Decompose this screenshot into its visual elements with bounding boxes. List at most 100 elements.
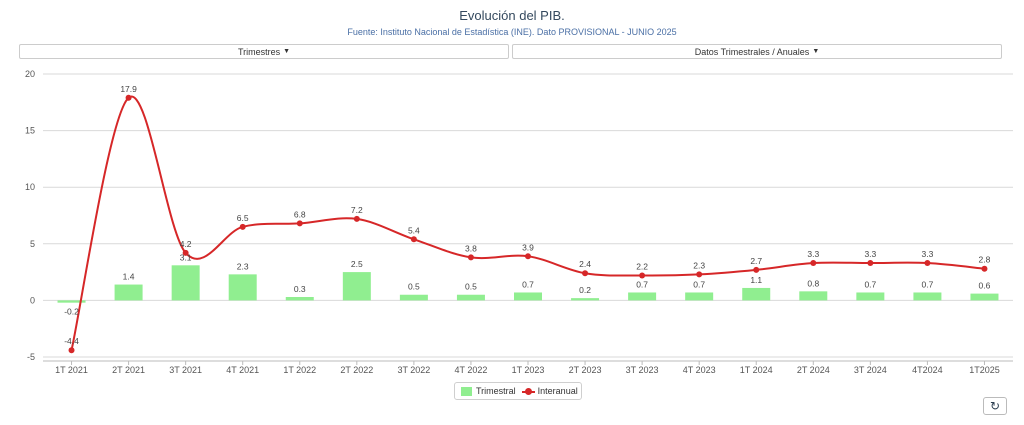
- x-tick-label: 2T 2023: [569, 365, 602, 375]
- line-value-label: 6.8: [294, 209, 306, 219]
- interanual-point: [182, 249, 189, 256]
- x-tick-label: 3T 2021: [169, 365, 202, 375]
- line-value-label: 6.5: [237, 213, 249, 223]
- line-value-label: 2.8: [979, 255, 991, 265]
- y-tick-label: 10: [25, 182, 35, 192]
- legend-line-swatch: [521, 387, 535, 396]
- x-tick-label: 1T 2021: [55, 365, 88, 375]
- bar: [514, 292, 542, 301]
- interanual-line: [70, 95, 985, 351]
- line-value-label: 5.4: [408, 225, 420, 235]
- chart-legend: Trimestral Interanual: [454, 382, 582, 400]
- y-tick-label: 0: [30, 295, 35, 305]
- caret-down-icon: ▼: [812, 48, 820, 55]
- bar: [913, 292, 942, 301]
- x-tick-label: 4T2024: [912, 365, 943, 375]
- legend-bar-swatch: [461, 386, 472, 396]
- bar: [742, 287, 771, 301]
- bar: [571, 298, 600, 301]
- interanual-point: [810, 260, 817, 267]
- bar-value-label: 0.8: [807, 278, 819, 288]
- bar: [171, 265, 200, 301]
- x-tick-label: 2T 2024: [797, 365, 830, 375]
- x-tick-label: 3T 2022: [397, 365, 430, 375]
- y-tick-label: 20: [25, 69, 35, 79]
- line-value-label: 2.4: [579, 259, 591, 269]
- bar: [685, 292, 714, 301]
- bar-value-label: 0.5: [465, 282, 477, 292]
- line-value-label: 4.2: [180, 239, 192, 249]
- bar: [456, 294, 485, 301]
- bar: [399, 294, 428, 301]
- bar-value-label: 1.1: [750, 275, 762, 285]
- bar: [114, 284, 143, 301]
- trimestres-dropdown[interactable]: Trimestres ▼: [19, 44, 509, 59]
- legend-trimestral-label[interactable]: Trimestral: [476, 386, 516, 396]
- line-value-label: 3.8: [465, 243, 477, 253]
- line-value-label: -4.4: [64, 336, 79, 346]
- bar-value-label: 0.7: [693, 279, 705, 289]
- chart-title: Evolución del PIB.: [459, 8, 565, 23]
- bar-value-label: -0.2: [64, 307, 79, 317]
- caret-down-icon: ▼: [283, 48, 291, 55]
- bar-value-label: 2.3: [237, 261, 249, 271]
- interanual-point: [239, 223, 246, 230]
- bar-value-label: 0.3: [294, 284, 306, 294]
- x-tick-label: 3T 2023: [626, 365, 659, 375]
- line-value-label: 3.3: [807, 249, 819, 259]
- datos-dropdown-label: Datos Trimestrales / Anuales: [694, 46, 810, 57]
- x-tick-label: 3T 2024: [854, 365, 887, 375]
- bar-value-label: 0.7: [864, 279, 876, 289]
- legend-interanual-label[interactable]: Interanual: [537, 386, 578, 396]
- bar-value-label: 0.6: [979, 281, 991, 291]
- interanual-point: [696, 271, 703, 278]
- interanual-point: [525, 253, 531, 260]
- bar-value-label: 2.5: [351, 259, 363, 269]
- line-value-label: 2.7: [750, 256, 762, 266]
- line-value-label: 7.2: [351, 205, 363, 215]
- refresh-button[interactable]: ↻: [983, 397, 1007, 415]
- x-tick-label: 1T 2022: [283, 365, 316, 375]
- x-tick-label: 2T 2021: [112, 365, 145, 375]
- x-tick-label: 4T 2023: [683, 365, 716, 375]
- bar: [970, 293, 999, 301]
- bar: [228, 274, 257, 301]
- bar-value-label: 0.2: [579, 285, 591, 295]
- line-value-label: 3.3: [864, 249, 876, 259]
- bar-value-label: 1.4: [123, 272, 135, 282]
- trimestres-dropdown-label: Trimestres: [237, 46, 281, 57]
- x-tick-label: 1T 2024: [740, 365, 773, 375]
- x-tick-label: 1T 2023: [512, 365, 545, 375]
- x-tick-label: 4T 2021: [226, 365, 259, 375]
- bar-value-label: 0.7: [921, 279, 933, 289]
- bar-value-label: 0.7: [522, 279, 534, 289]
- line-value-label: 3.3: [921, 249, 933, 259]
- y-tick-label: 15: [25, 126, 35, 136]
- x-tick-label: 2T 2022: [340, 365, 373, 375]
- bar-value-label: 3.1: [180, 252, 192, 262]
- y-tick-label: -5: [27, 352, 35, 362]
- datos-dropdown[interactable]: Datos Trimestrales / Anuales ▼: [512, 44, 1002, 59]
- bar: [799, 291, 828, 301]
- x-tick-label: 4T 2022: [455, 365, 488, 375]
- interanual-point: [68, 347, 75, 354]
- bar-value-label: 0.5: [408, 282, 420, 292]
- bar: [628, 292, 657, 301]
- interanual-point: [582, 270, 589, 277]
- interanual-point: [125, 94, 132, 101]
- interanual-point: [753, 266, 760, 273]
- x-tick-label: 1T2025: [969, 365, 1000, 375]
- interanual-point: [296, 220, 303, 227]
- interanual-point: [981, 265, 988, 272]
- interanual-point: [467, 254, 474, 261]
- line-value-label: 3.9: [522, 242, 534, 252]
- interanual-point: [867, 260, 874, 267]
- y-tick-label: 5: [30, 239, 35, 249]
- bar: [57, 300, 86, 303]
- line-value-label: 2.3: [693, 260, 705, 270]
- interanual-point: [639, 272, 646, 279]
- interanual-point: [353, 215, 360, 222]
- line-value-label: 2.2: [636, 261, 648, 271]
- interanual-point: [924, 260, 931, 267]
